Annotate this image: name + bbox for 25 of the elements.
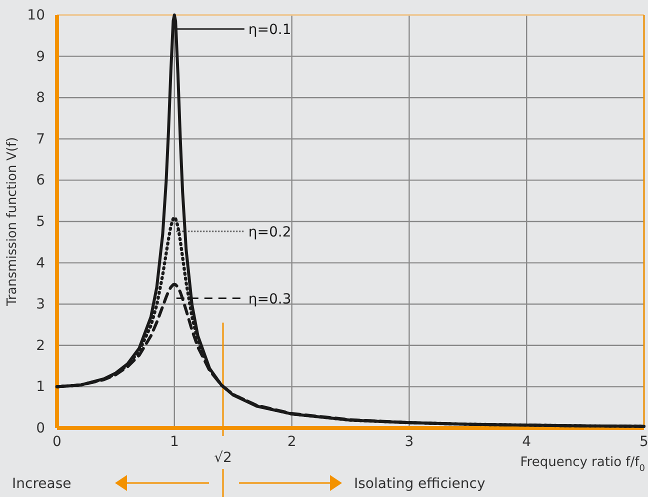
- y-tick-label: 10: [27, 7, 45, 24]
- y-tick-label: 0: [36, 420, 45, 436]
- y-tick-label: 5: [36, 214, 45, 230]
- x-tick-label: 5: [640, 434, 648, 450]
- ref-line-label: √2: [214, 450, 232, 466]
- y-tick-label: 4: [36, 255, 46, 272]
- x-tick-label: 1: [170, 434, 179, 450]
- y-tick-label: 6: [36, 172, 46, 189]
- legend-label: η=0.3: [248, 291, 292, 308]
- x-axis-title: Frequency ratio f/f$_{0}$: [520, 455, 646, 474]
- y-tick-label: 7: [36, 131, 45, 148]
- text: Increase: [12, 476, 72, 492]
- y-tick-label: 9: [36, 48, 45, 65]
- x-tick-label: 0: [52, 434, 62, 450]
- legend-label: η=0.1: [248, 22, 292, 38]
- x-tick-label: 3: [404, 434, 414, 450]
- y-tick-label: 3: [36, 296, 45, 313]
- y-tick-label: 8: [36, 90, 45, 106]
- x-tick-label: 2: [287, 434, 296, 450]
- y-tick-label: 2: [36, 338, 45, 354]
- y-axis-title: Transmission function V(f): [5, 137, 20, 307]
- text: Isolating efficiency: [354, 476, 486, 492]
- x-tick-label: 4: [522, 434, 532, 450]
- legend-label: η=0.2: [248, 224, 292, 240]
- y-tick-label: 1: [36, 379, 45, 396]
